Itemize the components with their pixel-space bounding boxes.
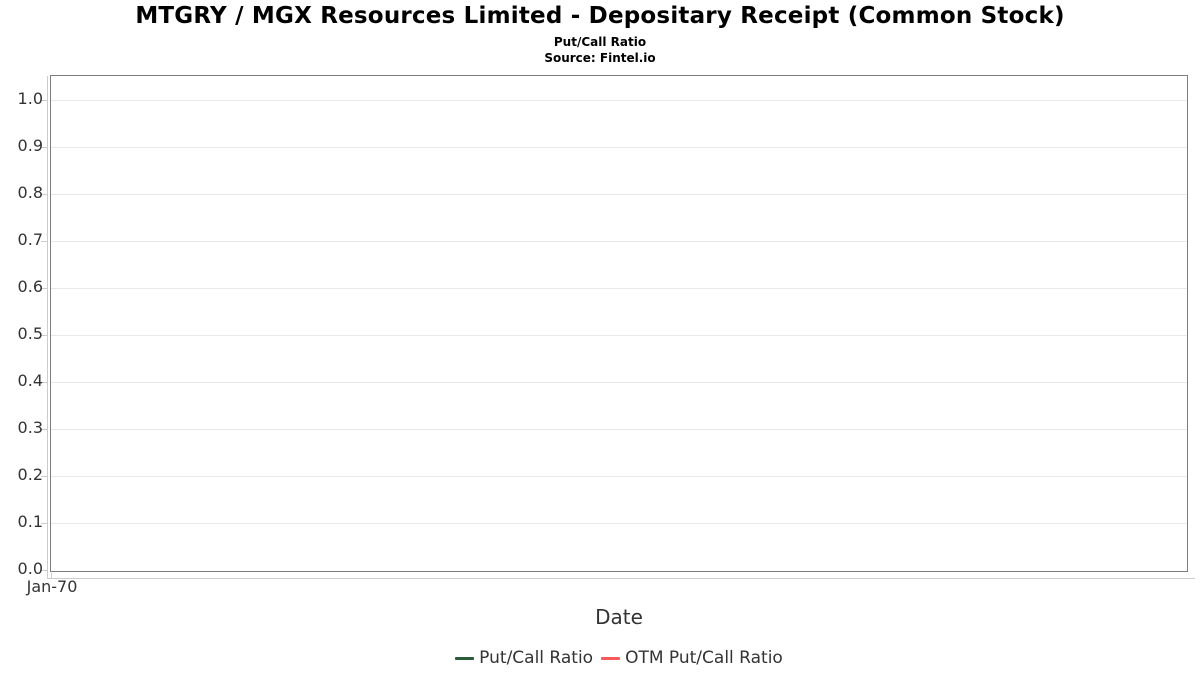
y-axis-tick (41, 523, 48, 524)
y-tick-label: 0.6 (17, 277, 43, 296)
x-axis-tick (51, 573, 52, 579)
y-gridline (51, 523, 1187, 524)
plot-area (41, 75, 1195, 579)
y-axis-tick (41, 147, 48, 148)
y-tick-label: 0.4 (17, 371, 43, 390)
legend-item: OTM Put/Call Ratio (601, 648, 783, 668)
x-axis-line (47, 578, 1195, 579)
y-gridline (51, 382, 1187, 383)
y-tick-label: 0.1 (17, 512, 43, 531)
y-axis-tick (41, 476, 48, 477)
y-axis-tick (41, 100, 48, 101)
y-tick-label: 0.3 (17, 418, 43, 437)
chart-source-label: Source: Fintel.io (544, 51, 656, 65)
legend-item: Put/Call Ratio (455, 648, 593, 668)
y-gridline (51, 100, 1187, 101)
y-gridline (51, 476, 1187, 477)
y-axis-line (47, 76, 48, 579)
y-gridline (51, 429, 1187, 430)
y-axis-tick (41, 335, 48, 336)
y-axis-labels: 0.0 0.1 0.2 0.3 0.4 0.5 0.6 0.7 0.8 0.9 1.0 (0, 75, 44, 578)
y-axis-tick (41, 382, 48, 383)
y-tick-label: 0.2 (17, 465, 43, 484)
y-tick-label: 0.7 (17, 230, 43, 249)
chart-subtitle: Put/Call Ratio (553, 35, 647, 49)
legend-line-marker (455, 656, 475, 660)
y-gridline (51, 288, 1187, 289)
legend-label: Put/Call Ratio (479, 648, 594, 668)
x-axis-title: Date (595, 605, 643, 629)
y-axis-tick (41, 241, 48, 242)
y-axis-tick (41, 429, 48, 430)
chart-title: MTGRY / MGX Resources Limited - Deposita… (135, 3, 1065, 29)
y-tick-label: 0.5 (17, 324, 43, 343)
y-gridline (51, 194, 1187, 195)
x-tick-label: Jan-70 (26, 577, 78, 596)
y-tick-label: 0.9 (17, 136, 43, 155)
y-axis-tick (41, 288, 48, 289)
y-gridline (51, 241, 1187, 242)
legend-label: OTM Put/Call Ratio (625, 648, 783, 668)
y-gridline (51, 147, 1187, 148)
y-tick-label: 1.0 (17, 89, 43, 108)
legend-line-marker (601, 656, 621, 660)
y-tick-label: 0.8 (17, 183, 43, 202)
y-axis-tick (41, 570, 48, 571)
y-gridline (51, 335, 1187, 336)
y-tick-label: 0.0 (17, 559, 43, 578)
y-axis-tick (41, 194, 48, 195)
chart-legend: Put/Call Ratio OTM Put/Call Ratio (50, 645, 1188, 671)
